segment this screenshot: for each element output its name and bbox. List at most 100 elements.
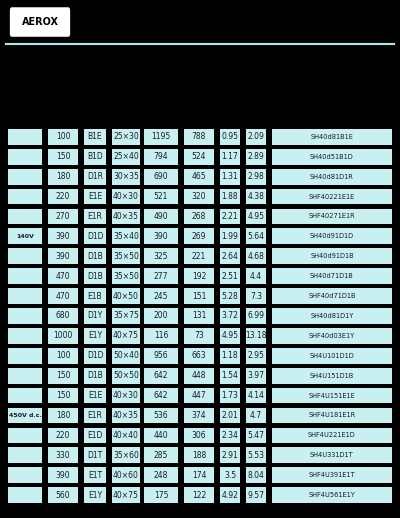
Text: 40×75: 40×75: [113, 491, 139, 499]
Bar: [246, 149, 266, 165]
Text: D1B: D1B: [87, 371, 103, 380]
Bar: [246, 368, 266, 383]
Text: D1B: D1B: [87, 252, 103, 261]
Bar: [272, 228, 392, 244]
Text: 2.64: 2.64: [222, 252, 238, 261]
Bar: [144, 268, 178, 284]
Text: 1.17: 1.17: [222, 152, 238, 161]
Bar: [220, 249, 240, 264]
Bar: [246, 427, 266, 443]
Text: 150: 150: [56, 391, 70, 400]
Bar: [184, 348, 214, 364]
Bar: [220, 467, 240, 483]
Bar: [112, 149, 140, 165]
Text: 447: 447: [192, 391, 206, 400]
Bar: [84, 249, 106, 264]
Bar: [246, 268, 266, 284]
Text: 150: 150: [56, 371, 70, 380]
Text: SH40d81B1E: SH40d81B1E: [310, 134, 354, 140]
Text: 40×50: 40×50: [113, 292, 139, 300]
Bar: [48, 448, 78, 463]
Text: 330: 330: [56, 451, 70, 460]
Bar: [84, 189, 106, 205]
Text: 180: 180: [56, 411, 70, 420]
Bar: [112, 348, 140, 364]
Text: 35×50: 35×50: [113, 252, 139, 261]
Bar: [220, 348, 240, 364]
Text: 2.91: 2.91: [222, 451, 238, 460]
Bar: [184, 368, 214, 383]
Text: E1E: E1E: [88, 192, 102, 201]
Text: 7.3: 7.3: [250, 292, 262, 300]
Bar: [48, 169, 78, 184]
Bar: [144, 408, 178, 423]
Bar: [246, 288, 266, 304]
Bar: [8, 189, 42, 205]
Bar: [8, 288, 42, 304]
Bar: [112, 209, 140, 224]
Bar: [246, 228, 266, 244]
Bar: [8, 348, 42, 364]
Bar: [184, 308, 214, 324]
Text: D1B: D1B: [87, 271, 103, 281]
Text: 1.54: 1.54: [222, 371, 238, 380]
Text: 40×30: 40×30: [113, 192, 139, 201]
Text: 448: 448: [192, 371, 206, 380]
Bar: [246, 129, 266, 145]
Bar: [144, 448, 178, 463]
Bar: [112, 129, 140, 145]
Text: 2.01: 2.01: [222, 411, 238, 420]
Bar: [48, 189, 78, 205]
Bar: [272, 308, 392, 324]
Bar: [184, 228, 214, 244]
Text: 5.47: 5.47: [248, 431, 264, 440]
Text: 4.38: 4.38: [248, 192, 264, 201]
Bar: [246, 387, 266, 404]
Bar: [48, 348, 78, 364]
Text: 6.99: 6.99: [248, 311, 264, 321]
Text: 40×75: 40×75: [113, 332, 139, 340]
Bar: [184, 448, 214, 463]
Bar: [144, 348, 178, 364]
Text: 1.88: 1.88: [222, 192, 238, 201]
Bar: [84, 328, 106, 344]
Bar: [48, 268, 78, 284]
Text: 490: 490: [154, 212, 168, 221]
Bar: [84, 368, 106, 383]
Text: 25×40: 25×40: [113, 152, 139, 161]
Text: 390: 390: [56, 252, 70, 261]
Bar: [8, 268, 42, 284]
Text: 690: 690: [154, 172, 168, 181]
Bar: [246, 348, 266, 364]
Bar: [84, 448, 106, 463]
Bar: [184, 427, 214, 443]
Text: SH4U151D1B: SH4U151D1B: [310, 372, 354, 379]
Text: 536: 536: [154, 411, 168, 420]
Bar: [246, 209, 266, 224]
Text: 270: 270: [56, 212, 70, 221]
Bar: [8, 169, 42, 184]
Bar: [272, 249, 392, 264]
Text: 192: 192: [192, 271, 206, 281]
Text: 220: 220: [56, 192, 70, 201]
Bar: [48, 487, 78, 503]
Text: E1D: E1D: [87, 431, 103, 440]
Bar: [220, 408, 240, 423]
Text: 5.64: 5.64: [248, 232, 264, 241]
Text: D1D: D1D: [87, 232, 103, 241]
Bar: [184, 129, 214, 145]
Text: 450V d.c.: 450V d.c.: [8, 413, 42, 418]
Bar: [272, 328, 392, 344]
Bar: [112, 467, 140, 483]
Bar: [272, 129, 392, 145]
Text: 3.72: 3.72: [222, 311, 238, 321]
Bar: [220, 288, 240, 304]
Bar: [272, 448, 392, 463]
Bar: [272, 387, 392, 404]
Text: SHF4U561E1Y: SHF4U561E1Y: [308, 492, 356, 498]
Text: 100: 100: [56, 133, 70, 141]
Bar: [246, 169, 266, 184]
Bar: [144, 228, 178, 244]
Text: 2.34: 2.34: [222, 431, 238, 440]
Text: 116: 116: [154, 332, 168, 340]
